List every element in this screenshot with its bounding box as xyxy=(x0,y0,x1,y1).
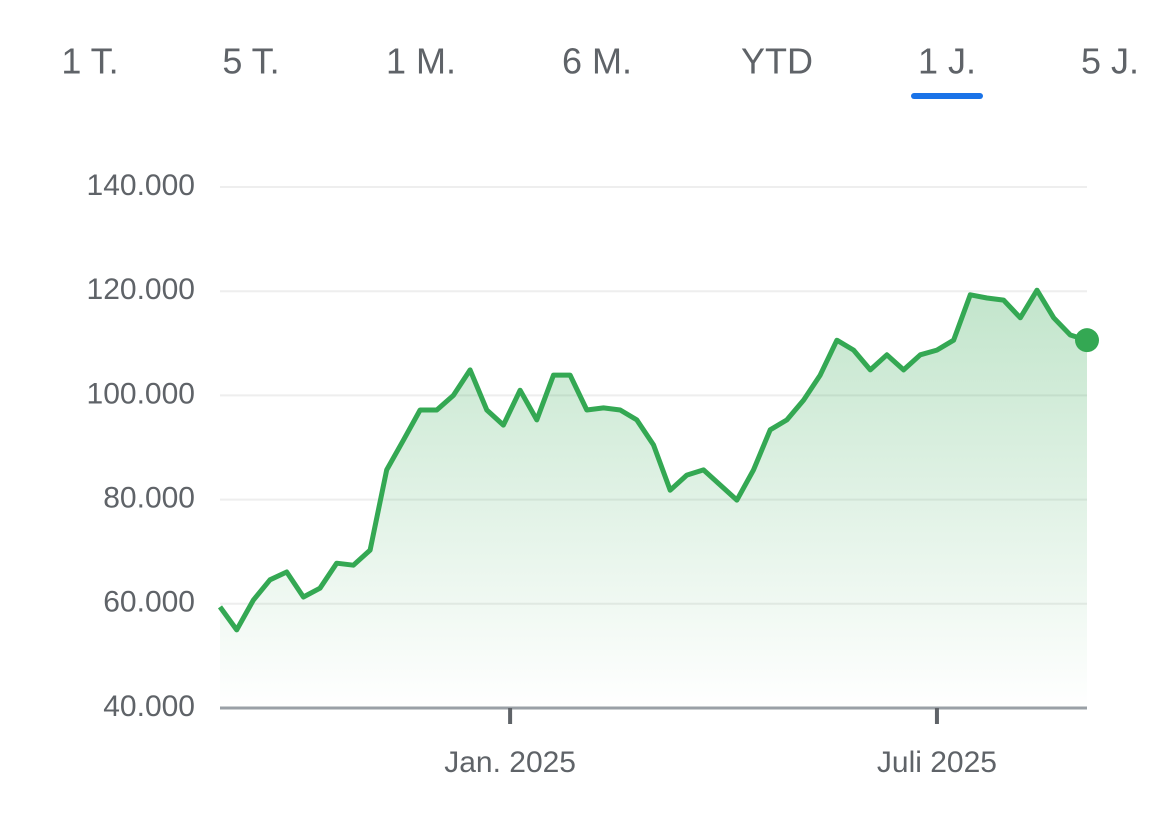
x-tick-label: Juli 2025 xyxy=(877,746,997,779)
y-tick-label: 40.000 xyxy=(103,690,195,723)
range-tab[interactable]: 1 T. xyxy=(61,41,118,82)
y-tick-label: 60.000 xyxy=(103,586,195,619)
area-fill xyxy=(220,290,1087,708)
x-tick-label: Jan. 2025 xyxy=(444,746,576,779)
y-tick-label: 80.000 xyxy=(103,482,195,515)
y-tick-label: 120.000 xyxy=(87,273,195,306)
range-tab[interactable]: 5 T. xyxy=(222,41,279,82)
range-tab[interactable]: 1 J. xyxy=(918,41,976,82)
range-tab[interactable]: YTD xyxy=(741,41,813,82)
range-tab[interactable]: 1 M. xyxy=(386,41,456,82)
range-tab[interactable]: 6 M. xyxy=(562,41,632,82)
price-line xyxy=(217,287,1088,633)
tab-indicator xyxy=(911,93,983,99)
y-tick-label: 140.000 xyxy=(87,169,195,202)
current-point xyxy=(1075,328,1099,353)
y-tick-label: 100.000 xyxy=(87,377,195,410)
range-tab[interactable]: 5 J. xyxy=(1081,41,1139,82)
